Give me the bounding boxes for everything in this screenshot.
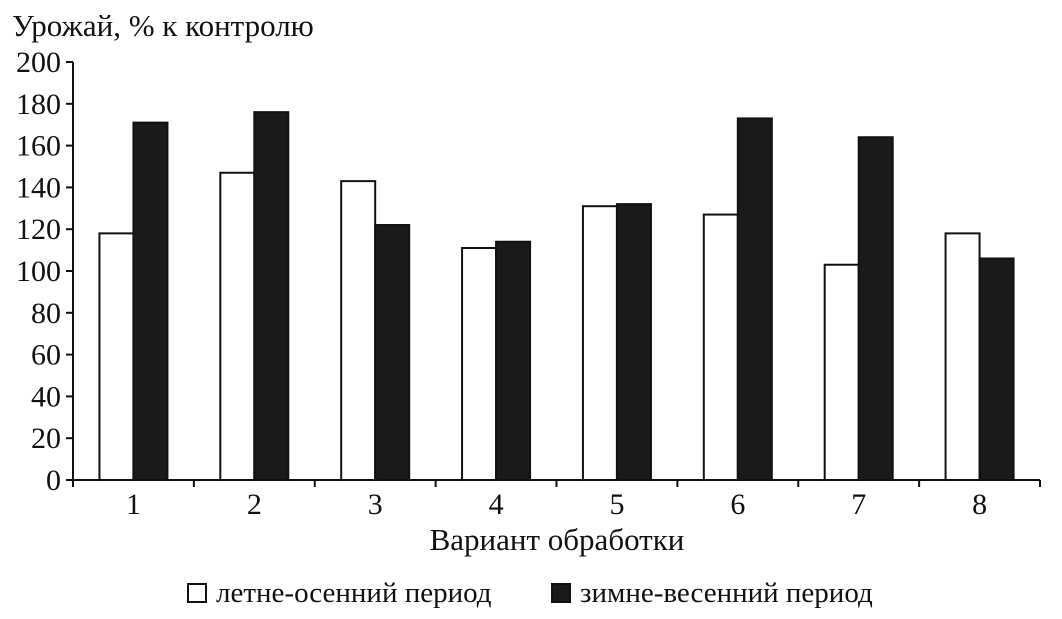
x-axis-title: Вариант обработки	[430, 522, 685, 557]
bar-summer-autumn	[823, 263, 860, 482]
x-tick-label: 7	[851, 488, 866, 521]
bar-winter-spring	[253, 111, 290, 481]
bar-summer-autumn	[944, 232, 981, 481]
legend-swatch-winter-spring	[551, 583, 571, 603]
y-tick-label: 40	[31, 380, 61, 413]
bar-group	[98, 111, 1015, 482]
x-axis: 1 2 3 4 5 6 7 8	[72, 479, 1041, 521]
x-tick-label: 4	[489, 488, 504, 521]
legend-label-winter-spring: зимне-весенний период	[580, 577, 873, 609]
y-axis-title: Урожай, % к контролю	[12, 8, 314, 43]
bar-winter-spring	[736, 117, 773, 482]
bar-winter-spring	[374, 224, 411, 481]
x-tick-label: 6	[730, 488, 745, 521]
bar-summer-autumn	[702, 213, 739, 481]
x-tick-label: 5	[609, 488, 624, 521]
legend-label-summer-autumn: летне-осенний период	[216, 577, 492, 609]
bar-winter-spring	[495, 240, 532, 481]
y-tick-label: 80	[31, 297, 61, 330]
bar-winter-spring	[132, 121, 169, 482]
bar-winter-spring	[615, 203, 652, 481]
y-tick-label: 20	[31, 422, 61, 455]
y-tick-label: 60	[31, 339, 61, 372]
bar-winter-spring	[978, 257, 1015, 481]
legend: летне-осенний период зимне-весенний пери…	[187, 577, 873, 609]
y-tick-label: 160	[16, 130, 61, 163]
y-tick-label: 100	[16, 255, 61, 288]
bar-summer-autumn	[461, 247, 498, 481]
y-tick-label: 0	[46, 464, 61, 497]
y-tick-label: 140	[16, 171, 61, 204]
bar-winter-spring	[857, 136, 894, 482]
x-tick-label: 1	[126, 488, 141, 521]
x-tick-label: 8	[972, 488, 987, 521]
x-tick-label: 3	[368, 488, 383, 521]
bar-summer-autumn	[581, 205, 618, 482]
bar-summer-autumn	[340, 180, 377, 481]
y-tick-label: 200	[16, 46, 61, 79]
y-tick-label: 120	[16, 213, 61, 246]
bar-summer-autumn	[98, 232, 135, 481]
y-tick-label: 180	[16, 88, 61, 121]
legend-swatch-summer-autumn	[187, 583, 207, 603]
y-axis: 0 20 40 60 80 100 120 140 160 180 200	[16, 46, 74, 497]
x-tick-label: 2	[247, 488, 262, 521]
bar-summer-autumn	[219, 171, 256, 482]
